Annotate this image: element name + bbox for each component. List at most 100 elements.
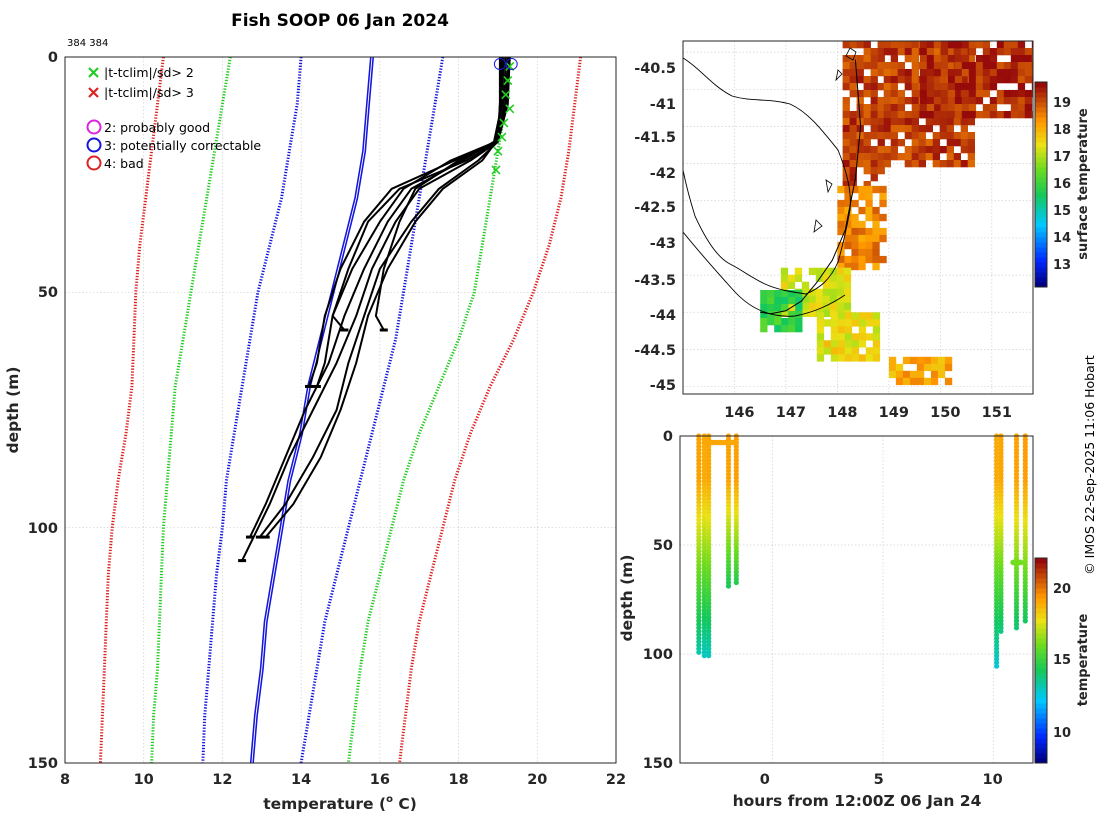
sst-cell (982, 62, 991, 70)
sst-cell (844, 206, 852, 215)
sst-cell (883, 118, 891, 126)
sst-cell (883, 90, 891, 98)
sst-cell (865, 319, 874, 327)
sst-cell (843, 274, 852, 282)
legend-marker-magenta-circle (86, 119, 102, 135)
sst-cell (858, 319, 867, 327)
sst-cell (1003, 41, 1012, 49)
sst-cell (877, 62, 885, 70)
temperature-colorbar-segment (1035, 668, 1047, 674)
sst-cell (1010, 41, 1019, 49)
sst-cell (837, 220, 845, 229)
cast-point (733, 439, 739, 446)
sst-colorbar-tick: 19 (1053, 96, 1071, 111)
temperature-colorbar-segment (1035, 758, 1047, 764)
sst-cell (919, 69, 928, 77)
sst-cell (879, 185, 887, 194)
sst-cell (837, 262, 845, 271)
sst-cell (780, 274, 789, 282)
sst-cell (946, 153, 954, 161)
sst-colorbar-tick: 18 (1053, 123, 1071, 138)
sst-cell (865, 347, 874, 355)
sst-cell (842, 69, 850, 77)
temperature-colorbar-tick: 10 (1053, 726, 1071, 741)
sst-colorbar (1035, 82, 1047, 288)
map-x-ticks: 146 147 148 149 150 151 (724, 405, 1012, 421)
sst-cell (897, 76, 905, 84)
sst-colorbar-segment (1035, 82, 1047, 88)
sst-cell (801, 281, 810, 289)
sst-cell (1017, 83, 1026, 91)
qc-flag-green-x (503, 75, 513, 86)
sst-cell (870, 97, 878, 105)
sst-cell (968, 111, 977, 119)
sst-cell (849, 146, 857, 154)
climatology-sd-line (201, 56, 303, 764)
sst-cell (897, 90, 905, 98)
sst-colorbar-label: surface temperature (1076, 108, 1091, 260)
sst-cell (851, 248, 859, 257)
sst-cell (925, 146, 933, 154)
sst-cell (865, 192, 873, 201)
sst-cell (836, 288, 845, 296)
sst-cell (975, 55, 984, 63)
sst-cell (909, 356, 918, 365)
sst-cell (975, 90, 984, 98)
sst-cell (926, 90, 935, 98)
sst-cell (954, 41, 963, 49)
sst-colorbar-segment (1035, 97, 1047, 103)
time-depth-y-label: depth (m) (618, 555, 636, 642)
sst-cell (856, 55, 864, 63)
sst-cell (856, 62, 864, 70)
sst-cell (870, 48, 878, 56)
sst-cell (960, 160, 968, 168)
sst-cell (946, 132, 954, 140)
sst-cell (925, 153, 933, 161)
sst-cell (870, 118, 878, 126)
sst-cell (888, 363, 897, 372)
sst-colorbar-ticks: 13 14 15 16 17 18 19 (1053, 96, 1071, 273)
sst-cell (844, 347, 853, 355)
sst-cell (877, 104, 885, 112)
sst-cell (919, 111, 928, 119)
temperature-colorbar-segment (1035, 688, 1047, 694)
sst-cell (961, 90, 970, 98)
sst-cell (975, 69, 984, 77)
sst-cell (989, 97, 998, 105)
sst-cell (904, 97, 912, 105)
cast-point (1022, 618, 1028, 624)
sst-cell (843, 281, 852, 289)
sst-colorbar-segment (1035, 232, 1047, 238)
sst-cell (996, 69, 1005, 77)
sst-cell (932, 153, 940, 161)
sst-cell (863, 48, 871, 56)
sst-cell (961, 55, 970, 63)
temperature-colorbar-ticks: 10 15 20 (1053, 582, 1071, 741)
cast-point (994, 663, 1000, 669)
sst-cell (837, 227, 845, 236)
profile-legend: |t-tclim|/sd> 2 |t-tclim|/sd> 3 2: proba… (86, 65, 261, 171)
sst-cell (787, 281, 796, 289)
sst-cell (883, 146, 891, 154)
sst-cell (982, 48, 991, 56)
sst-cell (904, 83, 912, 91)
sst-cell (933, 111, 942, 119)
sst-cell (897, 104, 905, 112)
sst-cell (940, 111, 949, 119)
sst-cell (911, 62, 919, 70)
sst-cell (863, 160, 871, 168)
sst-cell (895, 377, 904, 386)
sst-colorbar-segment (1035, 107, 1047, 113)
sst-cell (842, 83, 850, 91)
sst-cell (837, 312, 846, 320)
sst-cell (836, 295, 845, 303)
sst-cell (1017, 48, 1026, 56)
temperature-colorbar-segment (1035, 598, 1047, 604)
temperature-colorbar-segment (1035, 578, 1047, 584)
cast-point (1018, 559, 1024, 566)
sst-cell (933, 90, 942, 98)
sst-cell (851, 234, 859, 243)
figure-title: Fish SOOP 06 Jan 2024 (231, 11, 449, 31)
sst-cell (883, 125, 891, 133)
sst-cell (872, 333, 881, 341)
